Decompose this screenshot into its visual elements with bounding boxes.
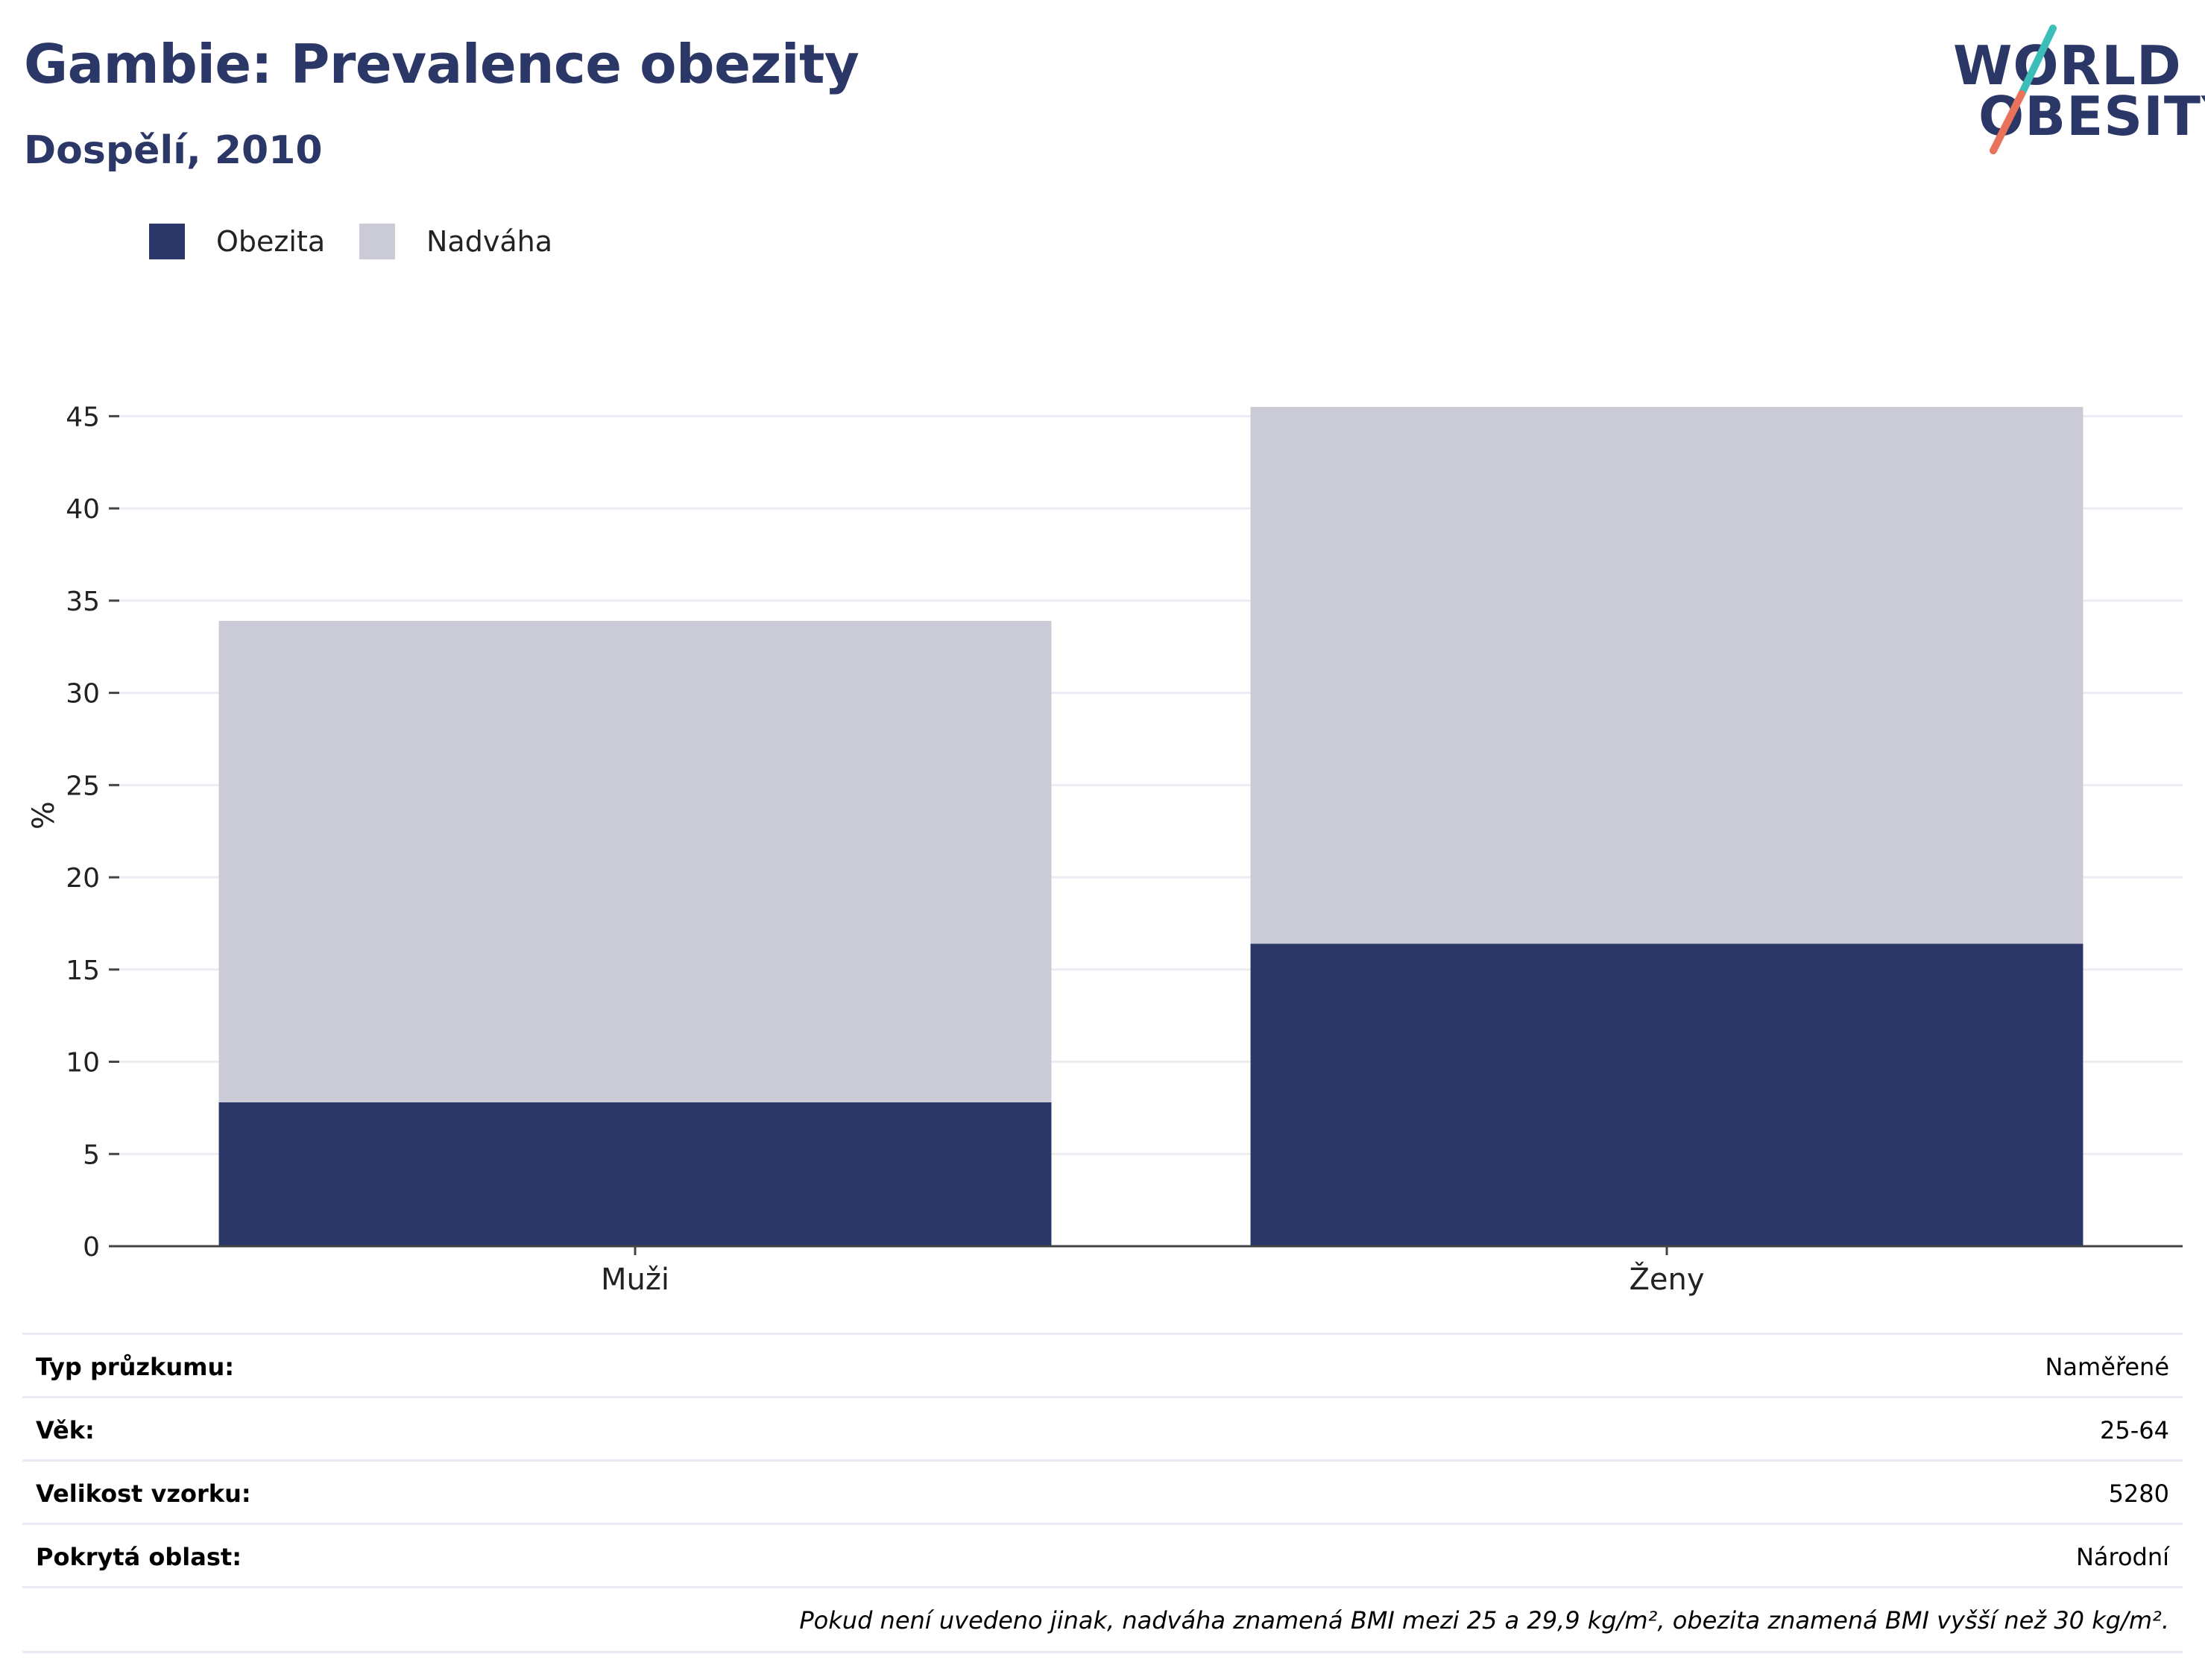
legend-label-nadvaha: Nadváha xyxy=(426,225,552,258)
info-row-sample-size: Velikost vzorku: 5280 xyxy=(22,1459,2183,1523)
chart-bars xyxy=(218,407,2083,1246)
info-value: 5280 xyxy=(2108,1480,2169,1508)
bmi-definition-note: Pokud není uvedeno jinak, nadváha znamen… xyxy=(22,1586,2183,1653)
y-axis-label: % xyxy=(27,801,61,830)
bar-nadvaha-0[interactable] xyxy=(218,621,1052,1102)
y-tick-label: 25 xyxy=(66,771,100,801)
info-label: Věk: xyxy=(36,1416,95,1444)
note-text: Pokud není uvedeno jinak, nadváha znamen… xyxy=(799,1606,2169,1635)
info-row-age: Věk: 25-64 xyxy=(22,1396,2183,1459)
bar-nadvaha-1[interactable] xyxy=(1250,407,2083,944)
y-tick-label: 0 xyxy=(83,1232,100,1263)
legend-swatch-obezita xyxy=(149,224,185,259)
logo-slash-icon xyxy=(1990,25,2057,154)
y-tick-label: 15 xyxy=(66,956,100,986)
logo-word-world: WORLD xyxy=(1953,34,2182,97)
y-tick-label: 35 xyxy=(66,587,100,617)
x-tick-label: Ženy xyxy=(1629,1261,1704,1297)
bar-obezita-1[interactable] xyxy=(1250,944,2083,1246)
info-row-survey-type: Typ průzkumu: Naměřené xyxy=(22,1333,2183,1396)
legend-label-obezita: Obezita xyxy=(216,225,326,258)
y-tick-label: 40 xyxy=(66,494,100,525)
info-value: 25-64 xyxy=(2100,1416,2169,1444)
page-title: Gambie: Prevalence obezity xyxy=(24,33,859,95)
stacked-bar-chart: 0 5 10 15 20 25 30 35 40 45 Muži Ženy % xyxy=(27,402,2183,1297)
y-tick-label: 20 xyxy=(66,863,100,894)
y-tick-label: 30 xyxy=(66,679,100,710)
survey-info-table: Typ průzkumu: Naměřené Věk: 25-64 Veliko… xyxy=(22,1333,2183,1653)
bar-obezita-0[interactable] xyxy=(218,1102,1052,1246)
info-label: Velikost vzorku: xyxy=(36,1480,251,1508)
info-label: Pokrytá oblast: xyxy=(36,1543,242,1571)
x-tick-label: Muži xyxy=(601,1263,669,1297)
y-axis-ticks: 0 5 10 15 20 25 30 35 40 45 xyxy=(66,402,119,1263)
info-label: Typ průzkumu: xyxy=(36,1353,235,1381)
y-tick-label: 45 xyxy=(66,402,100,432)
info-value: Naměřené xyxy=(2045,1353,2169,1381)
page-subtitle: Dospělí, 2010 xyxy=(24,128,323,173)
world-obesity-logo: WORLD OBESITY xyxy=(1938,22,2205,157)
y-tick-label: 5 xyxy=(83,1140,100,1170)
info-row-coverage: Pokrytá oblast: Národní xyxy=(22,1523,2183,1586)
x-axis-ticks: Muži Ženy xyxy=(601,1246,1705,1297)
info-value: Národní xyxy=(2075,1543,2169,1571)
y-tick-label: 10 xyxy=(66,1048,100,1079)
legend-swatch-nadvaha xyxy=(359,224,395,259)
